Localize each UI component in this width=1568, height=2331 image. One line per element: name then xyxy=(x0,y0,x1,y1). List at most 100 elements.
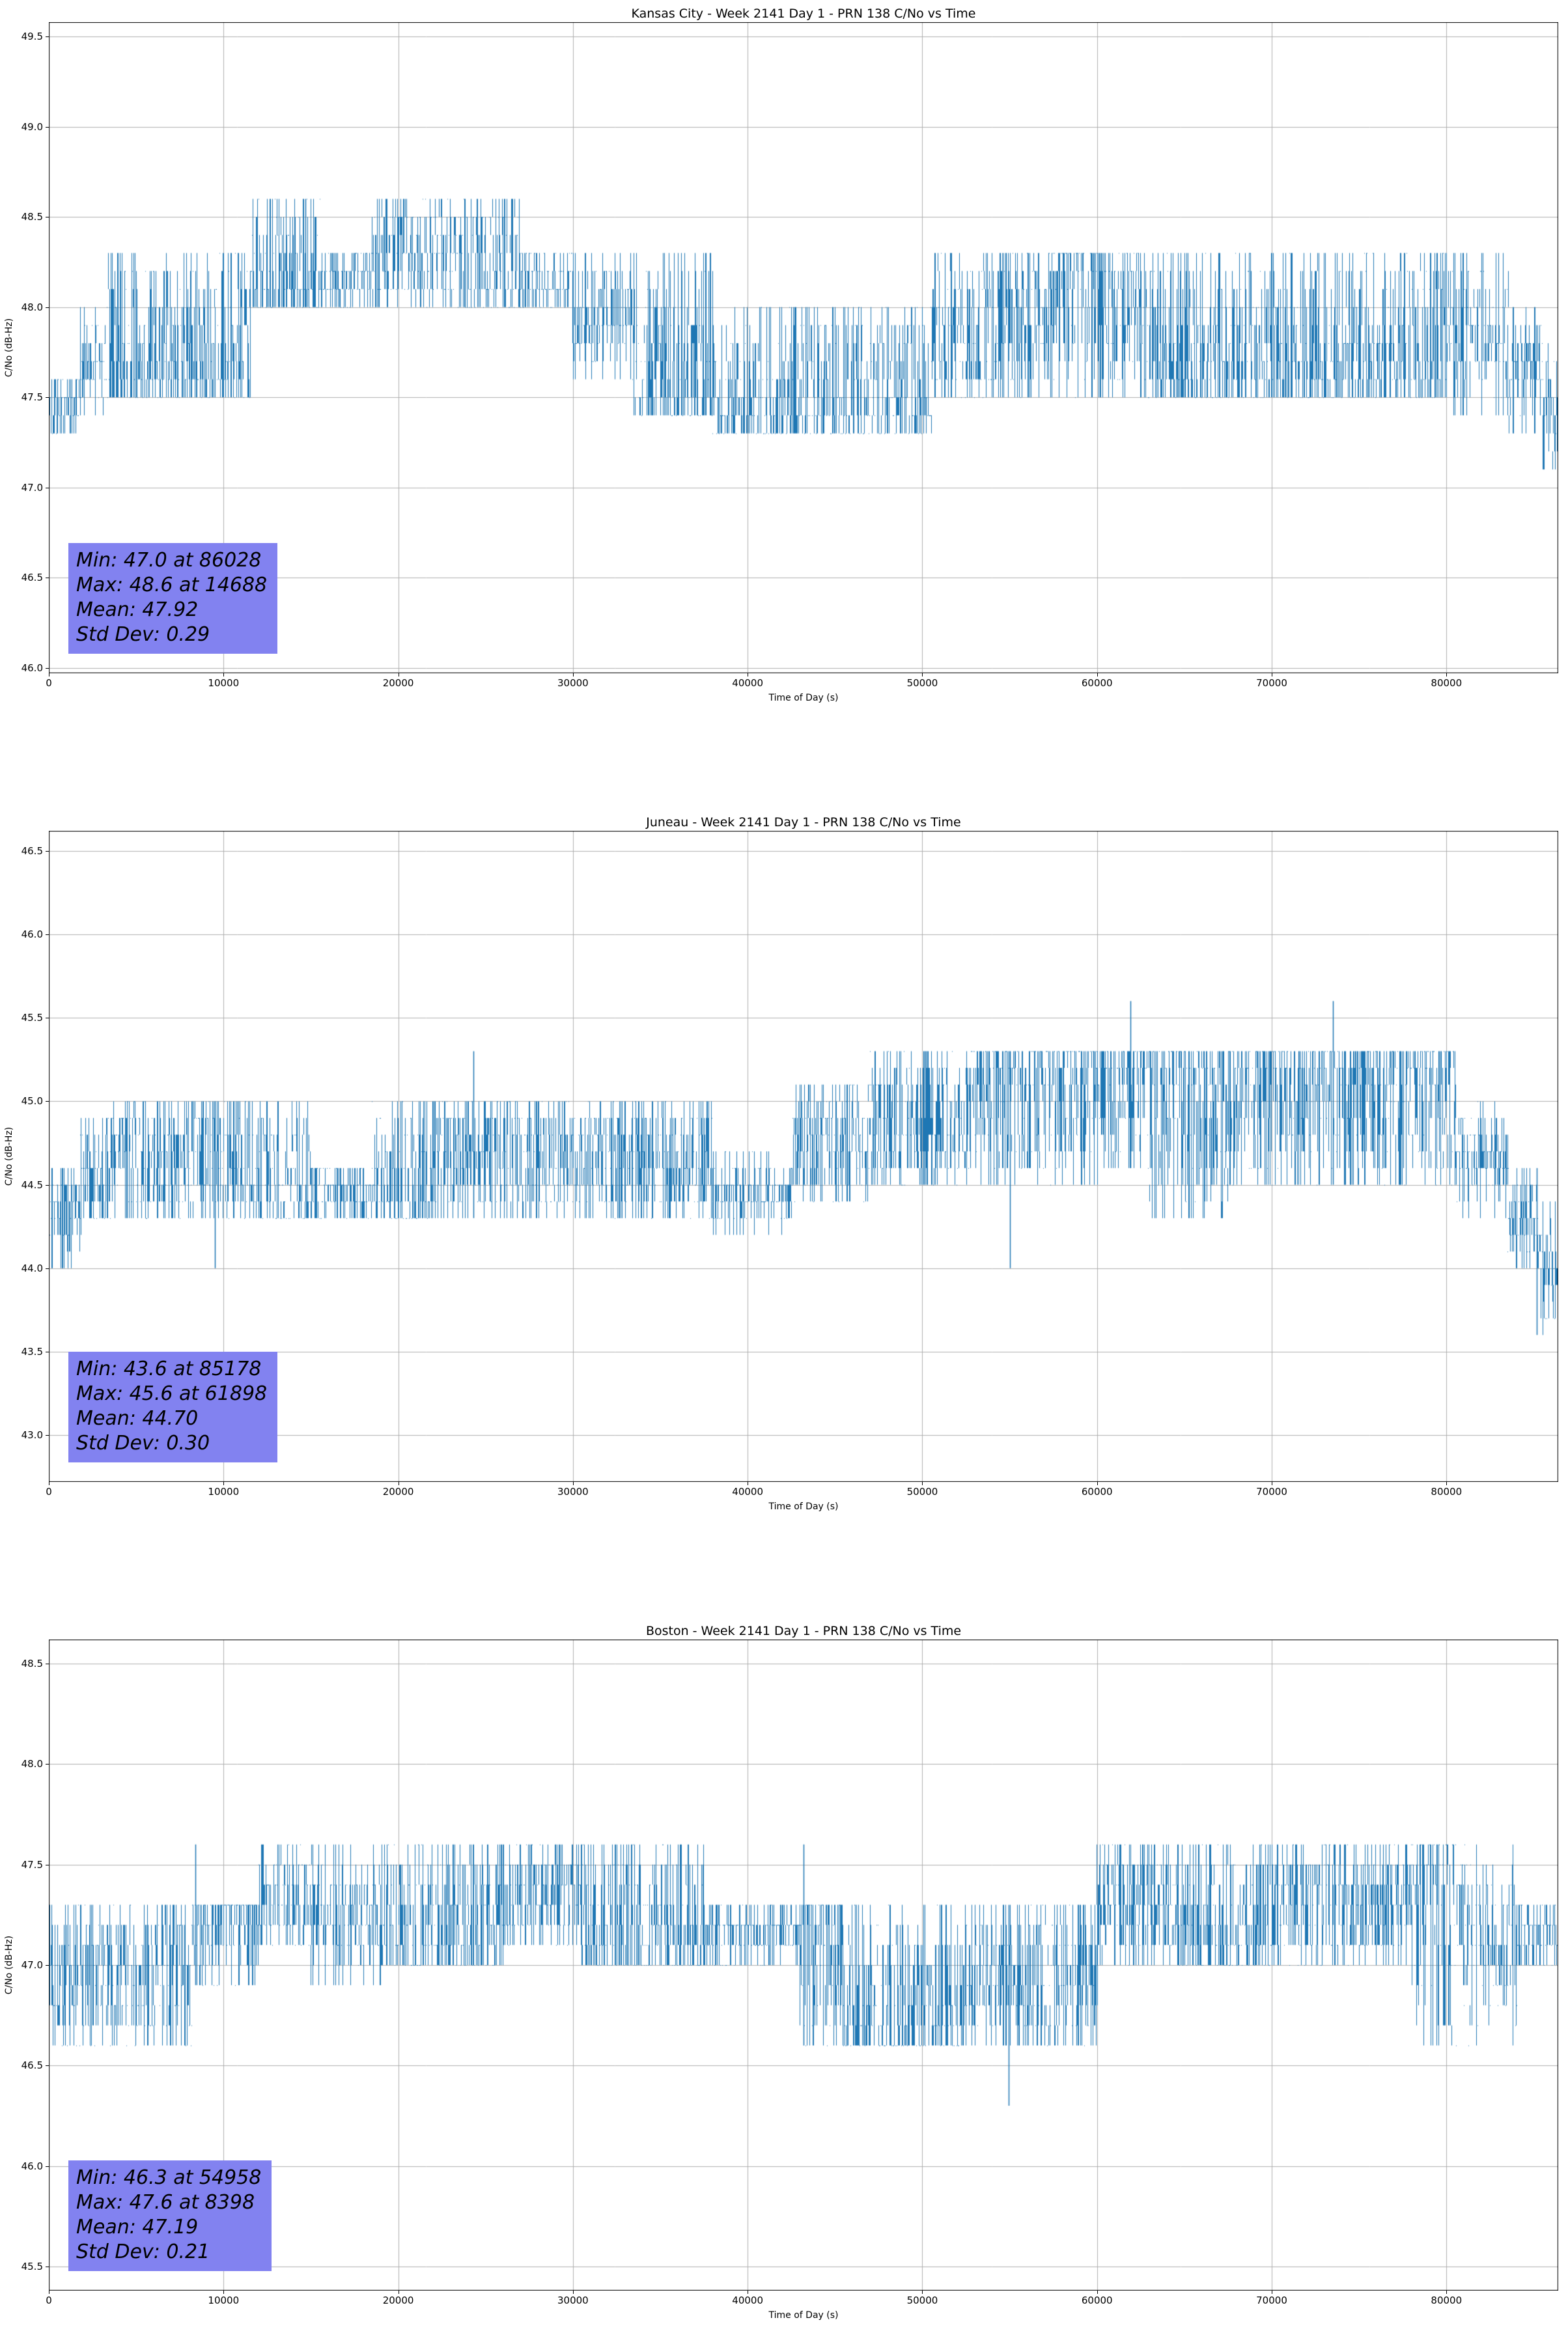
chart-title: Boston - Week 2141 Day 1 - PRN 138 C/No … xyxy=(645,1624,962,1638)
stats-box: Min: 47.0 at 86028 Max: 48.6 at 14688 Me… xyxy=(68,543,278,654)
plot-area: C/No (dB-Hz) 46.0 46.5 47.0 47.5 48.0 48.5 49.… xyxy=(0,22,1568,714)
y-tick-label: 47.5 xyxy=(21,391,43,404)
x-tick-label: 0 xyxy=(46,1486,52,1498)
figure-juneau: Juneau - Week 2141 Day 1 - PRN 138 C/No … xyxy=(0,809,1568,1522)
x-tick-label: 80000 xyxy=(1431,1486,1463,1498)
x-axis-label: Time of Day (s) xyxy=(768,1501,839,1512)
y-tick-mark xyxy=(46,1268,49,1269)
y-tick-label: 46.0 xyxy=(21,662,43,674)
y-tick-label: 44.5 xyxy=(21,1179,43,1191)
x-tick-mark xyxy=(1097,673,1098,677)
x-tick-label: 40000 xyxy=(732,1486,763,1498)
y-tick-label: 45.0 xyxy=(21,1095,43,1108)
x-axis-label: Time of Day (s) xyxy=(768,693,839,703)
x-tick-mark xyxy=(223,1482,224,1485)
x-tick-mark xyxy=(573,2291,574,2294)
x-tick-label: 50000 xyxy=(906,1486,938,1498)
y-tick-label: 46.5 xyxy=(21,2059,43,2072)
x-tick-mark xyxy=(1097,1482,1098,1485)
plot-area: C/No (dB-Hz) 45.5 46.0 46.5 47.0 47.5 48.0 48.… xyxy=(0,1640,1568,2331)
chart-title: Juneau - Week 2141 Day 1 - PRN 138 C/No … xyxy=(646,815,961,830)
y-tick-label: 43.0 xyxy=(21,1429,43,1442)
stat-std-dev: Std Dev: 0.21 xyxy=(76,2240,210,2263)
stat-min: Min: 46.3 at 54958 xyxy=(76,2166,262,2189)
x-tick-mark xyxy=(922,2291,923,2294)
figure-boston: Boston - Week 2141 Day 1 - PRN 138 C/No … xyxy=(0,1617,1568,2331)
y-tick-mark xyxy=(46,307,49,308)
stat-max: Max: 45.6 at 61898 xyxy=(76,1382,268,1405)
stat-mean: Mean: 47.92 xyxy=(76,598,199,621)
stat-mean: Mean: 44.70 xyxy=(76,1407,199,1430)
x-tick-mark xyxy=(922,673,923,677)
plot-area: C/No (dB-Hz) 43.0 43.5 44.0 44.5 45.0 45.5 46.… xyxy=(0,831,1568,1522)
y-tick-label: 49.5 xyxy=(21,31,43,43)
x-tick-mark xyxy=(922,1482,923,1485)
x-tick-label: 10000 xyxy=(208,2295,240,2306)
y-tick-label: 47.0 xyxy=(21,481,43,494)
x-tick-label: 70000 xyxy=(1256,2295,1287,2306)
stat-std-dev: Std Dev: 0.29 xyxy=(76,623,210,646)
y-tick-mark xyxy=(46,2166,49,2167)
x-tick-mark xyxy=(573,673,574,677)
y-tick-label: 48.0 xyxy=(21,301,43,313)
y-tick-label: 46.0 xyxy=(21,928,43,940)
x-tick-label: 70000 xyxy=(1256,677,1287,689)
x-tick-label: 20000 xyxy=(382,1486,414,1498)
x-tick-label: 20000 xyxy=(382,2295,414,2306)
x-tick-mark xyxy=(1446,673,1447,677)
y-tick-mark xyxy=(46,36,49,37)
x-tick-label: 30000 xyxy=(557,1486,589,1498)
y-axis-label: C/No (dB-Hz) xyxy=(4,318,14,378)
stat-mean: Mean: 47.19 xyxy=(76,2216,199,2239)
x-tick-mark xyxy=(223,2291,224,2294)
y-tick-label: 49.0 xyxy=(21,120,43,133)
y-tick-mark xyxy=(46,397,49,398)
chart-title: Kansas City - Week 2141 Day 1 - PRN 138 … xyxy=(631,7,976,21)
y-tick-label: 47.0 xyxy=(21,1959,43,1971)
x-tick-mark xyxy=(1097,2291,1098,2294)
x-tick-label: 10000 xyxy=(208,677,240,689)
y-tick-mark xyxy=(46,2065,49,2066)
y-tick-label: 48.5 xyxy=(21,211,43,223)
x-tick-label: 30000 xyxy=(557,2295,589,2306)
y-tick-label: 45.5 xyxy=(21,1012,43,1024)
y-tick-mark xyxy=(46,1435,49,1436)
y-tick-label: 43.5 xyxy=(21,1346,43,1358)
y-tick-mark xyxy=(46,1764,49,1765)
stat-max: Max: 48.6 at 14688 xyxy=(76,574,268,596)
x-tick-label: 60000 xyxy=(1081,2295,1113,2306)
figure-kansas-city: Kansas City - Week 2141 Day 1 - PRN 138 … xyxy=(0,0,1568,714)
x-axis-label: Time of Day (s) xyxy=(768,2310,839,2321)
y-tick-label: 44.0 xyxy=(21,1262,43,1274)
stats-box: Min: 43.6 at 85178 Max: 45.6 at 61898 Me… xyxy=(68,1352,278,1462)
x-tick-label: 80000 xyxy=(1431,677,1463,689)
x-tick-mark xyxy=(1446,2291,1447,2294)
y-tick-label: 46.0 xyxy=(21,2160,43,2172)
plot-canvas xyxy=(49,22,1558,673)
stat-max: Max: 47.6 at 8398 xyxy=(76,2191,255,2214)
plot-canvas xyxy=(49,831,1558,1482)
y-tick-mark xyxy=(46,127,49,128)
y-tick-label: 46.5 xyxy=(21,844,43,857)
y-tick-mark xyxy=(46,1101,49,1102)
x-tick-label: 30000 xyxy=(557,677,589,689)
y-tick-mark xyxy=(46,851,49,852)
x-tick-label: 60000 xyxy=(1081,677,1113,689)
y-tick-label: 46.5 xyxy=(21,572,43,584)
x-tick-label: 10000 xyxy=(208,1486,240,1498)
y-axis-label: C/No (dB-Hz) xyxy=(4,1126,14,1186)
x-tick-label: 60000 xyxy=(1081,1486,1113,1498)
x-tick-label: 20000 xyxy=(382,677,414,689)
stats-box: Min: 46.3 at 54958 Max: 47.6 at 8398 Mea… xyxy=(68,2160,272,2271)
x-tick-label: 40000 xyxy=(732,677,763,689)
y-tick-mark xyxy=(46,668,49,669)
x-tick-label: 0 xyxy=(46,677,52,689)
y-tick-label: 47.5 xyxy=(21,1858,43,1871)
x-tick-label: 70000 xyxy=(1256,1486,1287,1498)
stat-std-dev: Std Dev: 0.30 xyxy=(76,1432,210,1455)
y-tick-label: 45.5 xyxy=(21,2260,43,2272)
y-tick-label: 48.5 xyxy=(21,1658,43,1670)
x-tick-label: 40000 xyxy=(732,2295,763,2306)
x-tick-mark xyxy=(1446,1482,1447,1485)
